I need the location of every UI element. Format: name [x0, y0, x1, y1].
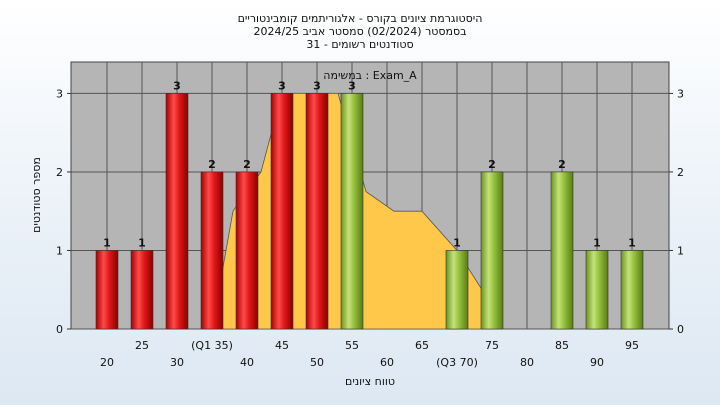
data-label-25: 1	[138, 236, 146, 249]
y-tick-labels: 0 0 1 1 2 2 3 3	[56, 87, 684, 336]
x-tick-label-90: 90	[590, 356, 604, 369]
x-tick-labels: 20 25 30 (Q1 35) 40 45 50 55 60 65 (Q3 70) 75 80 85 90…	[100, 339, 639, 369]
bar-40	[235, 171, 259, 330]
x-tick-label-50: 50	[310, 356, 324, 369]
data-label-50: 3	[313, 79, 321, 92]
x-tick-label-25: 25	[135, 339, 149, 352]
x-tick-label-45: 45	[275, 339, 289, 352]
bar-50	[305, 93, 329, 330]
chart-title-line-3: 31 - סטודנטים רשומים	[306, 38, 413, 51]
y-tick-label-right: 2	[677, 166, 684, 179]
data-label-95: 1	[628, 236, 636, 249]
bar-45	[270, 93, 294, 330]
bar-30	[165, 93, 189, 330]
x-tick-label-35: (Q1 35)	[191, 339, 233, 352]
x-tick-label-30: 30	[170, 356, 184, 369]
data-label-55: 3	[348, 79, 356, 92]
y-tick-label-right: 3	[677, 87, 684, 100]
x-tick-label-20: 20	[100, 356, 114, 369]
bar-90	[585, 250, 609, 330]
data-label-75: 2	[488, 158, 496, 171]
data-label-30: 3	[173, 79, 181, 92]
x-tick-label-55: 55	[345, 339, 359, 352]
x-tick-label-40: 40	[240, 356, 254, 369]
x-tick-label-65: 65	[415, 339, 429, 352]
data-label-40: 2	[243, 158, 251, 171]
bar-20	[95, 250, 119, 330]
bar-25	[130, 250, 154, 330]
data-label-35: 2	[208, 158, 216, 171]
y-tick-label-right: 0	[677, 323, 684, 336]
y-axis-title: מספר סטודנטים	[30, 157, 43, 233]
x-tick-label-85: 85	[555, 339, 569, 352]
data-label-85: 2	[558, 158, 566, 171]
data-label-45: 3	[278, 79, 286, 92]
x-tick-label-60: 60	[380, 356, 394, 369]
chart-subtitle: במשימה : Exam_A	[323, 69, 417, 82]
bar-55	[340, 93, 364, 330]
y-tick-label-left: 3	[56, 87, 63, 100]
bar-85	[550, 171, 574, 330]
y-tick-label-right: 1	[677, 244, 684, 257]
chart-title-line-2: בסמסטר (02/2024) סמסטר אביב 2024/25	[253, 25, 466, 38]
bars	[95, 93, 644, 330]
x-tick-label-75: 75	[485, 339, 499, 352]
bar-70	[445, 250, 469, 330]
x-tick-label-95: 95	[625, 339, 639, 352]
x-tick-label-80: 80	[520, 356, 534, 369]
data-label-90: 1	[593, 236, 601, 249]
data-label-70: 1	[453, 236, 461, 249]
y-tick-label-left: 1	[56, 244, 63, 257]
bar-35	[200, 171, 224, 330]
x-tick-label-70: (Q3 70)	[436, 356, 478, 369]
bar-95	[620, 250, 644, 330]
data-label-20: 1	[103, 236, 111, 249]
data-labels: 1 1 3 2 2 3 3 3 1 2 2 1 1	[103, 79, 636, 249]
x-axis-title: טווח ציונים	[345, 375, 395, 388]
y-tick-label-left: 2	[56, 166, 63, 179]
chart-title-line-1: היסטוגרמת ציונים בקורס - אלגוריתמים קומב…	[238, 12, 483, 25]
bar-75	[480, 171, 504, 330]
y-tick-label-left: 0	[56, 323, 63, 336]
